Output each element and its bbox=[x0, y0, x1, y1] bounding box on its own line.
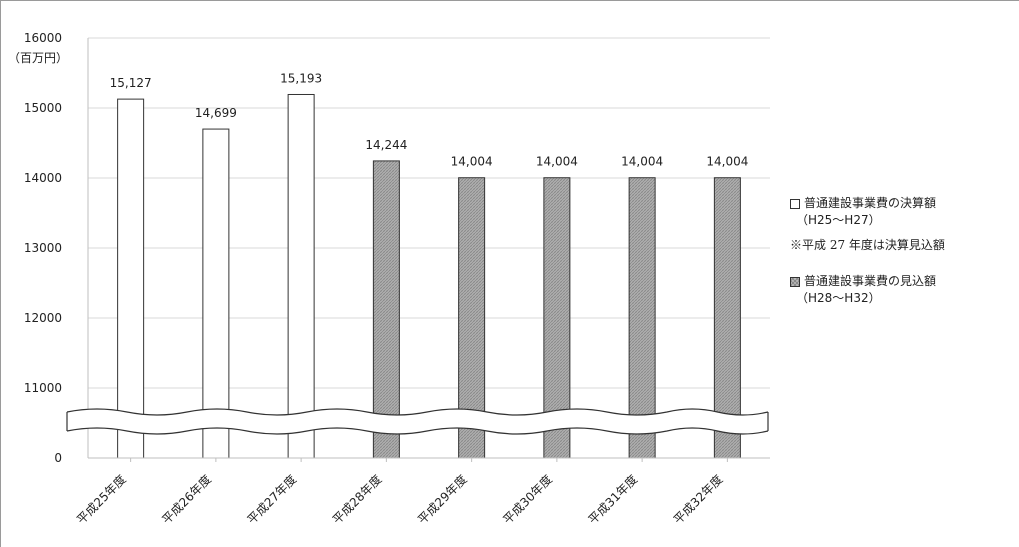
y-tick-label: 0 bbox=[54, 451, 62, 465]
axis-break-band bbox=[67, 409, 768, 434]
y-unit-label: （百万円） bbox=[8, 51, 68, 65]
y-tick-label: 15000 bbox=[24, 101, 62, 115]
bar bbox=[713, 177, 741, 459]
legend-swatch-white bbox=[790, 198, 800, 209]
x-category-label: 平成31年度 bbox=[585, 472, 640, 527]
axis-break-bottom-line bbox=[66, 427, 769, 435]
legend-item-actual: 普通建設事業費の決算額 bbox=[790, 195, 1015, 212]
legend-actual-label: 普通建設事業費の決算額 bbox=[804, 196, 937, 210]
legend: 普通建設事業費の決算額 （H25～H27） ※平成 27 年度は決算見込額 普通… bbox=[790, 195, 1015, 307]
legend-item-forecast: 普通建設事業費の見込額 bbox=[790, 273, 1015, 290]
x-category-label: 平成29年度 bbox=[414, 472, 469, 527]
data-label: 14,004 bbox=[536, 155, 578, 169]
x-category-label: 平成27年度 bbox=[244, 472, 299, 527]
y-tick-label: 11000 bbox=[24, 381, 62, 395]
data-label: 14,004 bbox=[621, 155, 663, 169]
y-tick-label: 13000 bbox=[24, 241, 62, 255]
data-label: 14,004 bbox=[451, 155, 493, 169]
legend-swatch-hatched bbox=[790, 276, 800, 287]
bar bbox=[628, 177, 656, 459]
y-tick-label: 16000 bbox=[24, 31, 62, 45]
bar bbox=[287, 93, 315, 459]
legend-note: ※平成 27 年度は決算見込額 bbox=[790, 238, 945, 252]
data-label: 14,699 bbox=[195, 106, 237, 120]
legend-forecast-label: 普通建設事業費の見込額 bbox=[804, 274, 937, 288]
y-tick-label: 12000 bbox=[24, 311, 62, 325]
x-category-label: 平成26年度 bbox=[159, 472, 214, 527]
data-label: 15,193 bbox=[280, 71, 322, 85]
x-category-label: 平成30年度 bbox=[500, 472, 555, 527]
bar bbox=[202, 128, 230, 459]
x-category-label: 平成28年度 bbox=[329, 472, 384, 527]
x-category-label: 平成32年度 bbox=[670, 472, 725, 527]
data-label: 14,244 bbox=[365, 138, 407, 152]
axis-break-top-line bbox=[66, 408, 769, 416]
data-label: 15,127 bbox=[110, 76, 152, 90]
bar bbox=[117, 98, 145, 459]
data-label: 14,004 bbox=[706, 155, 748, 169]
y-tick-label: 14000 bbox=[24, 171, 62, 185]
legend-actual-period: （H25～H27） bbox=[796, 213, 881, 227]
legend-forecast-period: （H28～H32） bbox=[796, 291, 881, 305]
x-category-label: 平成25年度 bbox=[73, 472, 128, 527]
